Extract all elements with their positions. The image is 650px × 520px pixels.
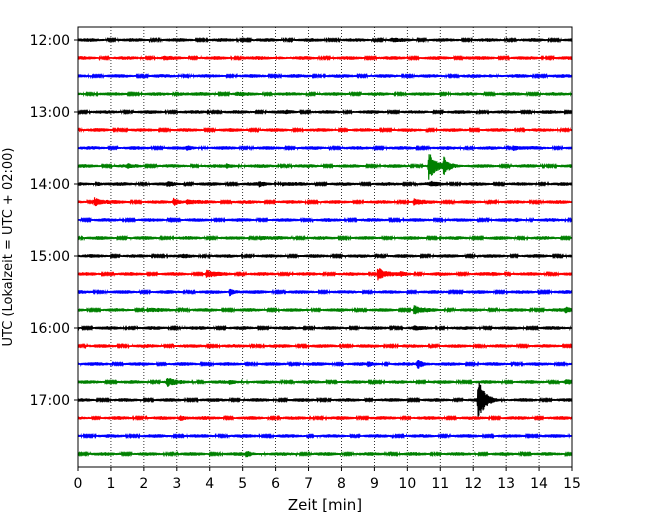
- y-axis-label: UTC (Lokalzeit = UTC + 02:00): [1, 148, 16, 347]
- trace-15:30: [77, 288, 573, 297]
- trace-17:30: [77, 432, 573, 440]
- trace-16:45: [77, 377, 573, 387]
- y-tick-label: 16:00: [30, 321, 70, 337]
- x-tick-label: 15: [563, 476, 581, 492]
- x-tick-label: 7: [304, 476, 313, 492]
- x-tick-label: 13: [497, 476, 515, 492]
- trace-17:00: [77, 382, 573, 417]
- x-axis-label: Zeit [min]: [288, 496, 362, 514]
- x-tick-label: 3: [172, 476, 181, 492]
- trace-13:00: [77, 108, 573, 116]
- x-tick-label: 4: [205, 476, 214, 492]
- trace-16:00: [77, 324, 573, 332]
- trace-12:00: [77, 36, 573, 44]
- x-tick-label: 1: [106, 476, 115, 492]
- trace-14:00: [77, 180, 573, 188]
- trace-13:45: [77, 154, 573, 180]
- y-tick-label: 12:00: [30, 33, 70, 49]
- trace-17:15: [77, 414, 573, 422]
- x-tick-label: 5: [238, 476, 247, 492]
- x-tick-label: 9: [370, 476, 379, 492]
- y-tick-label: 13:00: [30, 105, 70, 121]
- y-axis: 12:00 13:00 14:00 15:00 16:00 17:00: [30, 33, 78, 409]
- x-tick-label: 12: [464, 476, 482, 492]
- trace-17:45: [77, 450, 573, 458]
- trace-13:30: [77, 144, 573, 152]
- x-tick-label: 6: [271, 476, 280, 492]
- y-tick-label: 17:00: [30, 393, 70, 409]
- x-axis: 0 1 2 3 4 5 6 7 8 9 10 11 12 13 14 15: [74, 467, 581, 492]
- trace-15:00: [77, 252, 573, 260]
- trace-16:15: [77, 342, 573, 350]
- x-tick-label: 8: [337, 476, 346, 492]
- plot-frame: [77, 26, 573, 468]
- x-tick-label: 0: [74, 476, 83, 492]
- x-tick-label: 2: [139, 476, 148, 492]
- grid-lines: [110, 27, 540, 467]
- trace-14:45: [77, 234, 573, 242]
- y-tick-label: 15:00: [30, 249, 70, 265]
- trace-12:45: [77, 90, 573, 98]
- trace-15:45: [77, 305, 573, 315]
- trace-14:30: [77, 216, 573, 224]
- trace-16:30: [77, 359, 573, 369]
- trace-12:30: [77, 72, 573, 80]
- trace-14:15: [77, 197, 573, 207]
- x-tick-label: 14: [530, 476, 548, 492]
- y-tick-label: 14:00: [30, 177, 70, 193]
- x-tick-label: 10: [398, 476, 416, 492]
- trace-15:15: [77, 268, 573, 281]
- trace-lines: [77, 36, 573, 458]
- trace-12:15: [77, 54, 573, 62]
- trace-13:15: [77, 126, 573, 134]
- x-tick-label: 11: [431, 476, 449, 492]
